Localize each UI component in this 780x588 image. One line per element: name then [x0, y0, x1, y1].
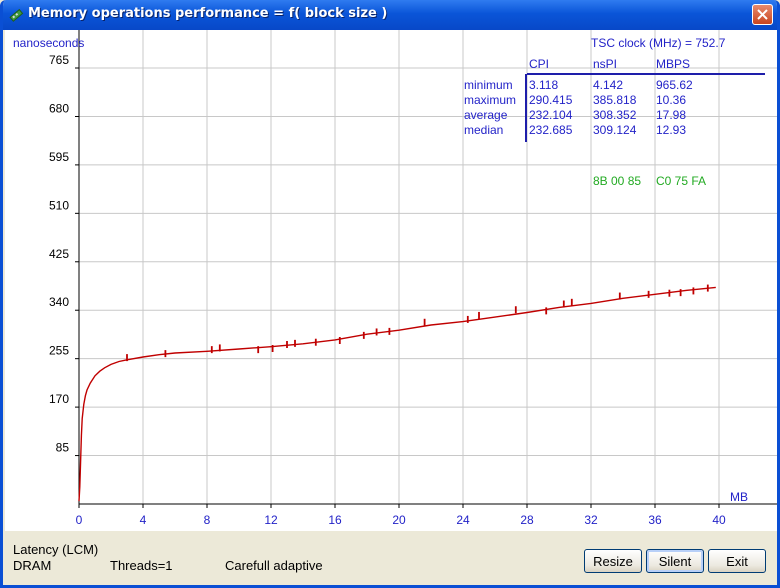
stats-column-header: nsPI [593, 57, 617, 71]
y-tick-label: 170 [49, 392, 69, 406]
status-threads: Threads=1 [110, 558, 173, 573]
stats-table: TSC clock (MHz) = 752.7 CPI nsPI MBPS minimu… [464, 36, 765, 188]
stats-cell: 290.415 [529, 93, 573, 107]
series-line [78, 286, 716, 502]
status-mode: Latency (LCM) [13, 542, 99, 557]
x-tick-label: 4 [140, 513, 147, 527]
x-tick-label: 16 [328, 513, 342, 527]
stats-column-header: MBPS [656, 57, 690, 71]
stats-cell: 10.36 [656, 93, 686, 107]
y-tick-label: 595 [49, 150, 69, 164]
resize-button[interactable]: Resize [584, 549, 642, 573]
stats-cell: 3.118 [529, 78, 558, 92]
x-tick-label: 12 [264, 513, 278, 527]
stats-cell: 4.142 [593, 78, 623, 92]
title-bar[interactable]: Memory operations performance = f( block… [3, 0, 777, 30]
status-memory: DRAM [13, 558, 52, 573]
stats-cell: 309.124 [593, 123, 637, 137]
x-tick-label: 8 [204, 513, 211, 527]
stats-cell: 232.104 [529, 108, 573, 122]
y-tick-label: 510 [49, 198, 69, 212]
memory-chip-icon [9, 8, 24, 22]
y-tick-label: 425 [49, 247, 69, 261]
stats-cell: 385.818 [593, 93, 637, 107]
stats-row-label: average [464, 108, 508, 122]
window-title: Memory operations performance = f( block… [28, 6, 388, 21]
status-method: Carefull adaptive [225, 558, 323, 573]
latency-series [78, 284, 716, 502]
plot-area: 0 4 8 12 16 20 24 28 32 36 40 85 170 255 340 425 510 595 6… [5, 30, 777, 531]
grid-lines [79, 30, 777, 504]
hex-code-right: C0 75 FA [656, 174, 706, 188]
close-button[interactable] [752, 4, 773, 25]
stats-row-label: median [464, 123, 503, 137]
stats-row-label: maximum [464, 93, 516, 107]
close-icon [757, 9, 768, 20]
stats-row-label: minimum [464, 78, 513, 92]
x-tick-label: 28 [520, 513, 534, 527]
y-tick-label: 340 [49, 295, 69, 309]
stats-cell: 17.98 [656, 108, 686, 122]
y-tick-label: 680 [49, 101, 69, 115]
tsc-clock-label: TSC clock (MHz) = 752.7 [591, 36, 726, 50]
stats-cell: 232.685 [529, 123, 573, 137]
x-tick-label: 32 [584, 513, 598, 527]
x-tick-label: 0 [76, 513, 83, 527]
stats-column-header: CPI [529, 57, 549, 71]
x-tick-label: 20 [392, 513, 406, 527]
silent-button[interactable]: Silent [646, 549, 704, 573]
x-tick-label: 36 [648, 513, 662, 527]
y-tick-label: 765 [49, 53, 69, 67]
x-tick-label: 24 [456, 513, 470, 527]
exit-button[interactable]: Exit [708, 549, 766, 573]
latency-chart: 0 4 8 12 16 20 24 28 32 36 40 85 170 255 340 425 510 595 6… [13, 30, 777, 527]
stats-cell: 965.62 [656, 78, 693, 92]
stats-cell: 12.93 [656, 123, 686, 137]
tick-labels: 0 4 8 12 16 20 24 28 32 36 40 85 170 255 340 425 510 595 6… [49, 53, 726, 527]
hex-code-left: 8B 00 85 [593, 174, 641, 188]
y-tick-label: 85 [56, 441, 70, 455]
stats-cell: 308.352 [593, 108, 637, 122]
y-tick-label: 255 [49, 344, 69, 358]
y-axis-label: nanoseconds [13, 36, 84, 50]
x-tick-label: 40 [712, 513, 726, 527]
axes [75, 30, 777, 508]
x-axis-unit: MB [730, 490, 748, 504]
